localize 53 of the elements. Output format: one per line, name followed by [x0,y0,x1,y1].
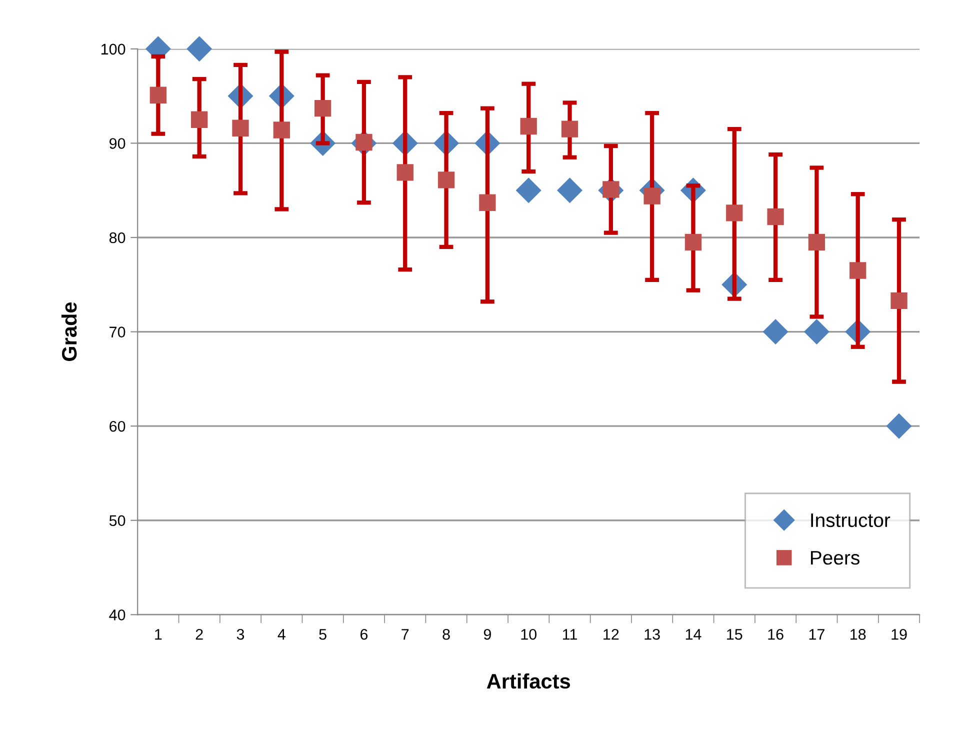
point [808,234,826,251]
x-tick-label: 18 [850,628,866,640]
x-tick-label: 19 [892,628,907,640]
x-tick-label: 2 [196,628,203,640]
point [273,122,290,138]
point [479,194,496,211]
y-tick-label: 80 [109,232,126,244]
point [644,188,660,204]
point [232,120,249,136]
point [150,86,167,104]
point [561,120,578,138]
x-tick-label: 16 [768,628,784,640]
point [438,172,455,188]
y-tick-label: 40 [109,610,126,620]
x-tick-label: 12 [604,628,619,640]
y-tick-label: 60 [110,420,126,432]
point [726,204,743,222]
x-tick-label: 15 [727,629,742,640]
point [762,319,788,345]
x-tick-label: 10 [521,628,536,640]
y-tick-label: 70 [110,326,126,338]
point [890,292,908,310]
point [886,413,912,439]
point [684,234,702,251]
legend-label: Peers [810,551,860,565]
x-tick-label: 3 [236,628,244,640]
y-tick-label: 100 [101,44,126,55]
y-tick-label: 90 [110,138,126,149]
point [556,178,583,204]
point [520,118,537,135]
point [804,319,830,345]
x-tick-label: 4 [278,629,286,640]
x-tick-label: 1 [155,629,162,640]
x-tick-label: 14 [686,629,702,640]
x-tick-label: 5 [319,629,326,640]
x-tick-label: 8 [442,628,450,640]
point [186,36,212,62]
x-tick-label: 7 [402,629,409,640]
point [850,262,866,279]
legend-label: Instructor [811,514,890,528]
point [396,164,414,181]
x-tick-label: 9 [484,628,491,640]
x-tick-label: 6 [360,628,368,640]
x-tick-label: 13 [644,628,660,640]
x-axis-title: Artifacts [486,673,570,689]
x-tick-label: 11 [562,629,577,640]
y-axis-title: Grade [61,302,77,362]
point [767,208,784,226]
x-tick-label: 17 [809,629,824,640]
y-tick-label: 50 [109,515,126,526]
point [191,111,208,128]
point [314,100,332,117]
point [516,178,542,204]
